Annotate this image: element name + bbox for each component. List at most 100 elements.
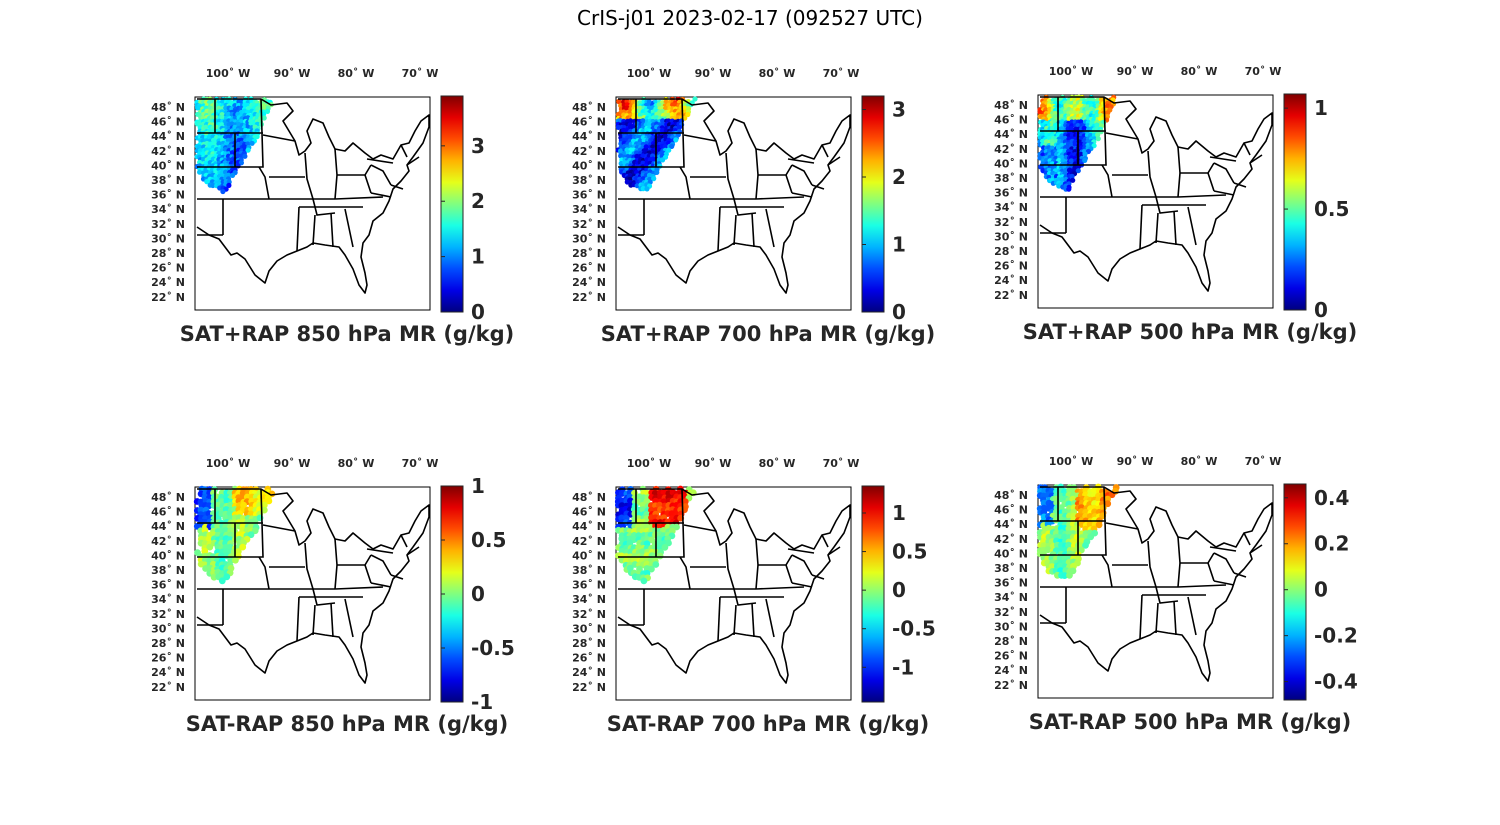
state-boundary (304, 152, 314, 200)
state-boundary (1102, 96, 1107, 166)
latitude-label: 36˚ N (151, 579, 185, 592)
latitude-label: 36˚ N (994, 577, 1028, 590)
state-boundary (827, 546, 841, 556)
latitude-label: 44˚ N (994, 128, 1028, 141)
latitude-label: 34˚ N (572, 593, 606, 606)
map-area (1037, 94, 1273, 292)
retrieval-point (1086, 520, 1094, 528)
latitude-label: 38˚ N (151, 564, 185, 577)
state-boundary (304, 542, 314, 590)
retrieval-point (646, 121, 653, 127)
longitude-label: 80˚ W (338, 457, 375, 470)
colorbar-tick-label: 3 (471, 134, 485, 158)
state-boundary (1209, 546, 1237, 552)
state-boundary (344, 208, 354, 248)
latitude-label: 40˚ N (994, 547, 1028, 560)
latitude-label: 34˚ N (994, 591, 1028, 604)
map-panel-svg: 100˚ W 90˚ W 80˚ W 70˚ W 48˚ N 46˚ N44˚ N 42˚ … (572, 457, 936, 736)
retrieval-point (656, 535, 663, 543)
latitude-label: 42˚ N (572, 145, 606, 158)
latitude-label: 40˚ N (994, 157, 1028, 170)
colorbar-tick-label: 3 (892, 98, 906, 122)
colorbar-tick-label: 0 (892, 578, 906, 602)
latitude-label: 48˚ N (151, 101, 185, 114)
state-boundary (1147, 150, 1157, 198)
retrieval-point (225, 111, 232, 117)
latitude-label: 26˚ N (994, 260, 1028, 273)
state-boundary (785, 564, 793, 584)
longitude-label: 90˚ W (695, 457, 732, 470)
coastline (1039, 486, 1273, 682)
colorbar-tick-label: 0.5 (1314, 197, 1349, 221)
retrieval-point (203, 124, 209, 130)
state-boundary (791, 582, 813, 588)
colorbar-tick-label: 0.5 (892, 540, 927, 564)
latitude-label: 30˚ N (572, 232, 606, 245)
state-boundary (717, 206, 721, 252)
colorbar-tick-label: 1 (1314, 96, 1328, 120)
state-boundary (1249, 154, 1263, 164)
retrieval-point (214, 522, 221, 530)
panel-sat-minus-rap-850: 100˚ W 90˚ W 80˚ W 70˚ W 48˚ N 46˚ N 44˚ N 42˚ … (110, 445, 550, 770)
panel-title: SAT-RAP 700 hPa MR (g/kg) (607, 712, 930, 736)
retrieval-point (1040, 499, 1048, 507)
longitude-label: 70˚ W (823, 457, 860, 470)
state-boundary (390, 184, 404, 190)
latitude-label: 34˚ N (151, 203, 185, 216)
latitude-label: 46˚ N (151, 116, 185, 129)
longitude-label: 80˚ W (759, 67, 796, 80)
state-boundary (1213, 162, 1235, 184)
state-boundary (330, 602, 334, 638)
state-boundary (406, 156, 420, 166)
retrieval-point (1095, 132, 1101, 138)
latitude-label: 26˚ N (994, 650, 1028, 663)
retrieval-point (260, 501, 268, 509)
latitude-label: 46˚ N (151, 506, 185, 519)
latitude-label: 34˚ N (994, 201, 1028, 214)
longitude-label: 70˚ W (1245, 455, 1282, 468)
state-boundary (680, 98, 685, 168)
longitude-label: 70˚ W (1245, 65, 1282, 78)
latitude-label: 34˚ N (151, 593, 185, 606)
state-boundary (1213, 190, 1235, 196)
longitude-label: 100˚ W (206, 457, 250, 470)
colorbar-tick-label: 0 (1314, 298, 1328, 322)
latitude-label: 22˚ N (994, 289, 1028, 302)
latitude-label: 46˚ N (572, 506, 606, 519)
retrieval-point (197, 169, 203, 175)
retrieval-point (261, 115, 267, 121)
colorbar (1283, 483, 1307, 701)
latitude-label: 22˚ N (572, 681, 606, 694)
retrieval-point (640, 186, 646, 192)
state-boundary (1187, 206, 1197, 246)
retrieval-point (232, 556, 239, 564)
state-boundary (259, 98, 264, 168)
state-boundary (811, 574, 825, 580)
state-boundary (1102, 486, 1107, 556)
retrieval-point (1081, 125, 1087, 131)
state-boundary (787, 548, 815, 554)
retrieval-point (669, 112, 675, 118)
latitude-label: 38˚ N (151, 174, 185, 187)
latitude-label: 34˚ N (572, 203, 606, 216)
retrieval-point (245, 147, 251, 153)
panel-title: SAT-RAP 500 hPa MR (g/kg) (1029, 710, 1352, 734)
state-boundary (312, 588, 336, 606)
state-boundary (1173, 600, 1177, 636)
retrieval-point (216, 141, 222, 147)
map-area (194, 96, 430, 294)
retrieval-point (1069, 173, 1075, 179)
colorbar-tick-label: 0 (1314, 578, 1328, 602)
latitude-label: 42˚ N (151, 145, 185, 158)
panel-title: SAT-RAP 850 hPa MR (g/kg) (186, 712, 509, 736)
state-boundary (259, 488, 264, 558)
retrieval-point (254, 134, 260, 140)
retrieval-point (1082, 157, 1088, 163)
retrieval-point (1037, 155, 1043, 161)
longitude-label: 70˚ W (823, 67, 860, 80)
retrieval-point (1095, 136, 1101, 142)
latitude-label: 32˚ N (994, 606, 1028, 619)
latitude-label: 48˚ N (151, 491, 185, 504)
retrieval-point (640, 577, 648, 585)
retrieval-point (628, 118, 634, 124)
